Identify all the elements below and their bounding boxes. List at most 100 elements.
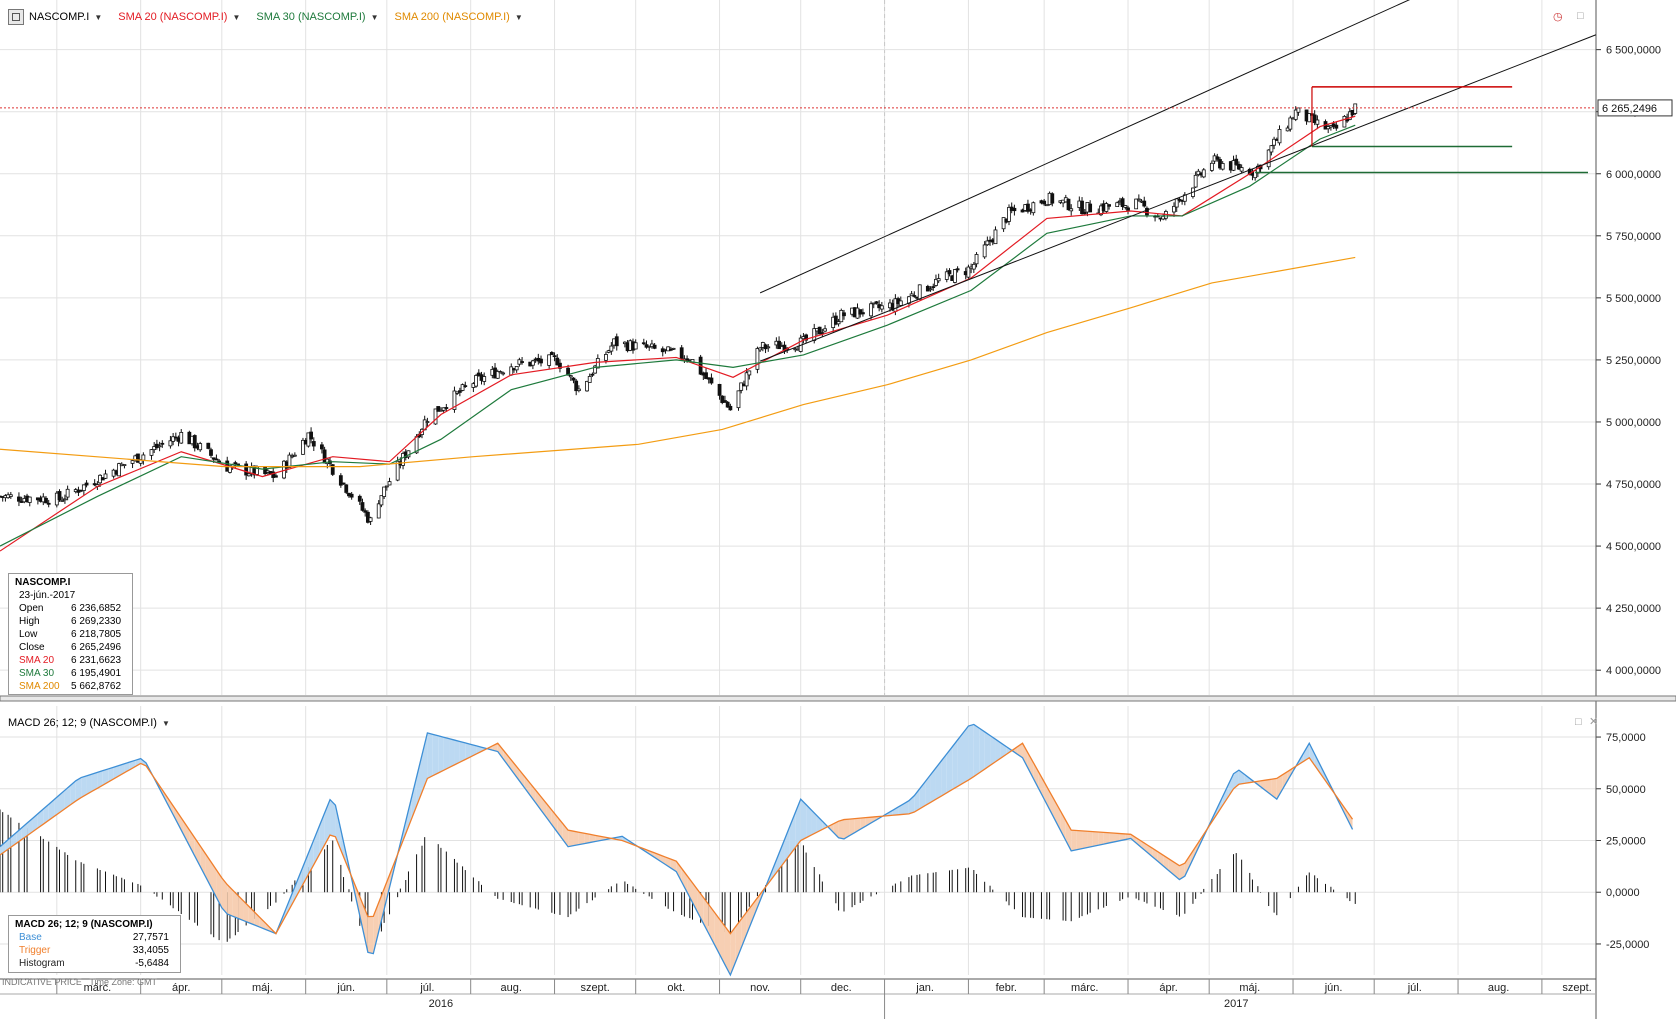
restore-icon[interactable]: □ bbox=[1575, 716, 1582, 728]
candle-body bbox=[609, 345, 614, 352]
info-row-value: 6 236,6852 bbox=[71, 603, 122, 614]
symbol-selector[interactable]: NASCOMP.I ▼ bbox=[8, 9, 102, 25]
candle-body bbox=[171, 436, 176, 442]
macd-fill-band bbox=[427, 732, 433, 779]
candle-body bbox=[652, 344, 657, 349]
chevron-down-icon[interactable]: ▼ bbox=[94, 12, 103, 22]
candle-body bbox=[823, 328, 827, 332]
x-tick-label: jún. bbox=[336, 982, 355, 994]
macd-fill-band bbox=[357, 890, 363, 928]
x-tick-label: szept. bbox=[580, 982, 609, 994]
sma20-legend[interactable]: SMA 20 (NASCOMP.I) ▼ bbox=[118, 11, 240, 23]
y-tick-label: 4 250,0000 bbox=[1606, 603, 1661, 615]
candle-body bbox=[1069, 208, 1074, 212]
candle-body bbox=[136, 453, 140, 463]
candle-body bbox=[27, 496, 32, 503]
candle-body bbox=[723, 400, 727, 403]
macd-fill-band bbox=[1265, 779, 1272, 795]
chevron-down-icon[interactable]: ▼ bbox=[514, 12, 523, 22]
candle-body bbox=[344, 484, 349, 493]
candle-body bbox=[861, 312, 865, 315]
candle-body bbox=[103, 473, 108, 479]
macd-fill-band bbox=[64, 785, 71, 809]
candle-body bbox=[309, 431, 313, 440]
x-tick-label: márc. bbox=[1071, 982, 1099, 994]
candle-body bbox=[92, 483, 97, 486]
macd-fill-band bbox=[584, 833, 590, 844]
chevron-down-icon[interactable]: ▼ bbox=[370, 12, 379, 22]
candle-body bbox=[917, 284, 922, 300]
macd-fill-band bbox=[470, 744, 477, 757]
macd-fill-band bbox=[865, 817, 872, 827]
candle-body bbox=[755, 348, 760, 370]
macd-fill-band bbox=[43, 804, 49, 825]
macd-fill-band bbox=[449, 738, 455, 768]
macd-fill-band bbox=[1314, 754, 1321, 774]
candle-body bbox=[574, 380, 579, 392]
sma30-legend[interactable]: SMA 30 (NASCOMP.I) ▼ bbox=[256, 11, 378, 23]
candle-body bbox=[463, 385, 468, 388]
candle-body bbox=[1312, 114, 1317, 124]
macd-fill-band bbox=[979, 728, 985, 773]
candle-body bbox=[401, 452, 405, 466]
candle-body bbox=[244, 463, 249, 476]
info-row: High 6 269,2330 bbox=[15, 615, 126, 628]
candle-body bbox=[1177, 198, 1182, 201]
info-row-key: Open bbox=[19, 603, 44, 614]
sma200-legend[interactable]: SMA 200 (NASCOMP.I) ▼ bbox=[395, 11, 523, 23]
candle-body bbox=[287, 454, 292, 468]
macd-fill-band bbox=[1076, 830, 1083, 850]
clock-icon[interactable]: ◷ bbox=[1553, 11, 1563, 23]
candle-body bbox=[1120, 198, 1125, 207]
macd-fill-band bbox=[925, 774, 931, 806]
macd-fill-band bbox=[227, 884, 233, 917]
candle-body bbox=[271, 471, 276, 478]
x-tick-label: jún. bbox=[1324, 982, 1343, 994]
candle-body bbox=[531, 360, 535, 366]
candle-body bbox=[1353, 103, 1358, 114]
candle-body bbox=[720, 395, 725, 403]
y-tick-label: 4 750,0000 bbox=[1606, 479, 1661, 491]
macd-fill bbox=[0, 724, 1353, 975]
macd-fill-band bbox=[113, 765, 120, 779]
candle-body bbox=[452, 390, 457, 410]
macd-fill-band bbox=[91, 772, 98, 792]
y-axis-area bbox=[1596, 0, 1676, 1019]
macd-fill-band bbox=[838, 819, 844, 839]
macd-fill-band bbox=[254, 911, 260, 928]
restore-icon[interactable]: □ bbox=[1577, 10, 1584, 22]
macd-fill-band bbox=[854, 818, 861, 833]
macd-fill-band bbox=[313, 826, 320, 865]
chevron-down-icon[interactable]: ▼ bbox=[161, 718, 170, 728]
macd-fill-band bbox=[48, 799, 55, 821]
candle-body bbox=[704, 372, 708, 379]
macd-fill-band bbox=[97, 770, 103, 789]
macd-fill-band bbox=[286, 893, 293, 914]
footer-note: INDICATIVE PRICE Time Zone: GMT bbox=[2, 977, 157, 987]
pane-splitter bbox=[0, 695, 1676, 702]
candle-body bbox=[425, 421, 430, 423]
macd-fill-band bbox=[952, 739, 958, 790]
macd-fill-band bbox=[200, 845, 206, 877]
candle-body bbox=[747, 370, 752, 376]
chevron-down-icon[interactable]: ▼ bbox=[232, 12, 241, 22]
candle-body bbox=[341, 482, 346, 485]
macd-fill-band bbox=[238, 895, 244, 921]
sma30-label: SMA 30 (NASCOMP.I) bbox=[256, 11, 366, 23]
x-tick-label: szept. bbox=[1562, 982, 1591, 994]
candle-body bbox=[717, 383, 722, 396]
candle-body bbox=[739, 382, 744, 391]
y-tick-label: 4 500,0000 bbox=[1606, 541, 1661, 553]
macd-fill-band bbox=[973, 724, 980, 777]
macd-legend[interactable]: MACD 26; 12; 9 (NASCOMP.I) ▼ bbox=[8, 717, 170, 729]
candle-body bbox=[168, 440, 173, 447]
candle-body bbox=[1269, 145, 1274, 153]
close-icon[interactable]: ✕ bbox=[1589, 716, 1599, 728]
candle-body bbox=[441, 407, 446, 411]
candle-body bbox=[495, 371, 500, 379]
candle-body bbox=[1193, 174, 1198, 188]
candle-body bbox=[1042, 200, 1047, 205]
candle-body bbox=[679, 347, 684, 359]
timezone-label: Time Zone: GMT bbox=[89, 977, 158, 987]
